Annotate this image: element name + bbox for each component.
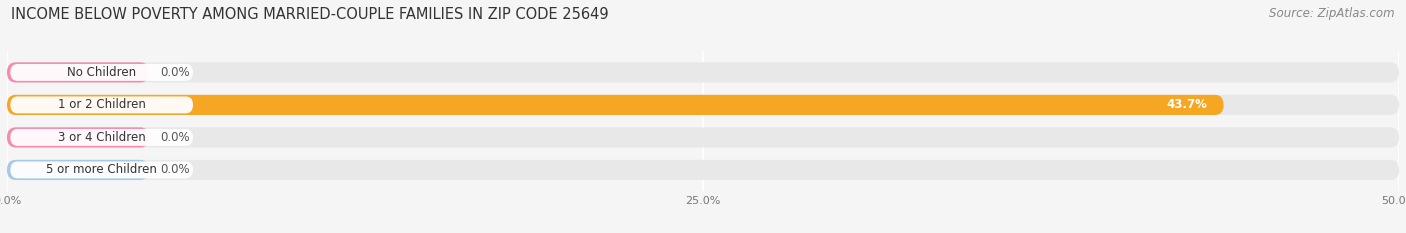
- FancyBboxPatch shape: [10, 96, 193, 113]
- FancyBboxPatch shape: [10, 161, 193, 178]
- Text: 3 or 4 Children: 3 or 4 Children: [58, 131, 146, 144]
- Text: 1 or 2 Children: 1 or 2 Children: [58, 98, 146, 111]
- FancyBboxPatch shape: [7, 62, 149, 82]
- Text: 0.0%: 0.0%: [160, 131, 190, 144]
- FancyBboxPatch shape: [7, 127, 149, 147]
- FancyBboxPatch shape: [7, 62, 1399, 82]
- Text: No Children: No Children: [67, 66, 136, 79]
- FancyBboxPatch shape: [7, 160, 149, 180]
- Text: INCOME BELOW POVERTY AMONG MARRIED-COUPLE FAMILIES IN ZIP CODE 25649: INCOME BELOW POVERTY AMONG MARRIED-COUPL…: [11, 7, 609, 22]
- FancyBboxPatch shape: [7, 127, 1399, 147]
- Text: 0.0%: 0.0%: [160, 163, 190, 176]
- Text: Source: ZipAtlas.com: Source: ZipAtlas.com: [1270, 7, 1395, 20]
- Text: 43.7%: 43.7%: [1166, 98, 1206, 111]
- FancyBboxPatch shape: [7, 95, 1223, 115]
- FancyBboxPatch shape: [10, 129, 193, 146]
- FancyBboxPatch shape: [7, 160, 1399, 180]
- Text: 5 or more Children: 5 or more Children: [46, 163, 157, 176]
- Text: 0.0%: 0.0%: [160, 66, 190, 79]
- FancyBboxPatch shape: [7, 95, 1399, 115]
- FancyBboxPatch shape: [10, 64, 193, 81]
